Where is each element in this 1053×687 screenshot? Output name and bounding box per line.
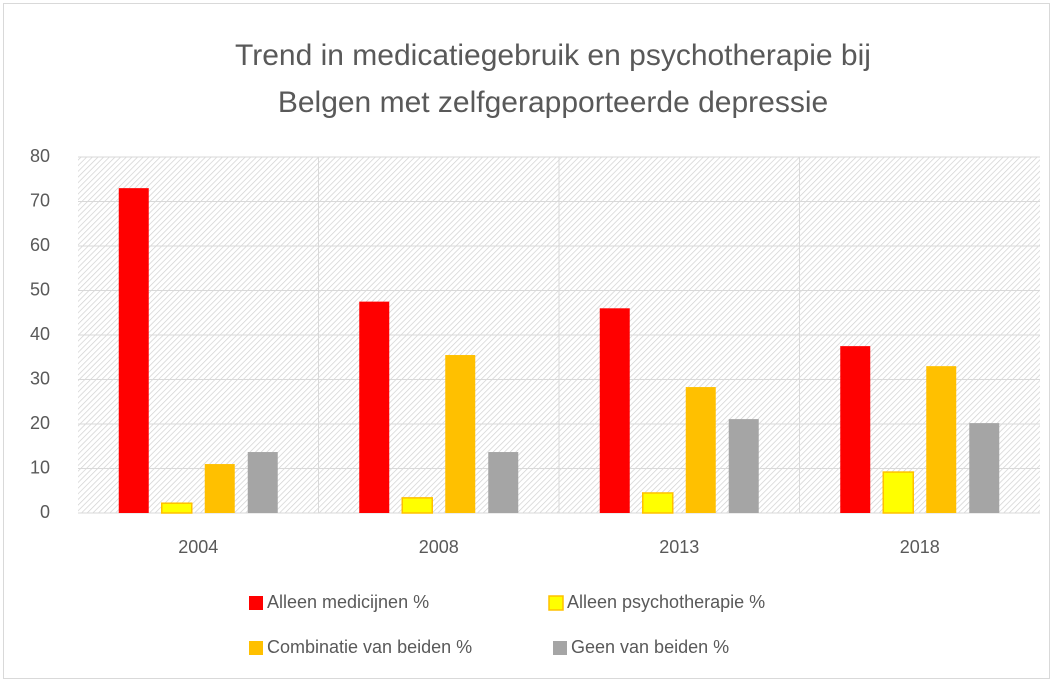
y-tick-label: 70 <box>30 190 50 210</box>
bar <box>642 492 674 514</box>
bar <box>445 355 476 513</box>
y-tick-label: 50 <box>30 279 50 299</box>
legend-label: Alleen medicijnen % <box>267 592 429 612</box>
bar <box>401 497 433 514</box>
bar <box>882 471 914 514</box>
bar <box>204 464 235 513</box>
chart-title: Trend in medicatiegebruik en psychothera… <box>235 39 871 72</box>
y-tick-label: 10 <box>30 457 50 477</box>
bar <box>728 419 759 513</box>
bar <box>247 452 278 513</box>
x-tick-label: 2013 <box>659 537 699 557</box>
legend-swatch <box>249 596 263 610</box>
x-tick-label: 2008 <box>419 537 459 557</box>
bar <box>359 301 390 513</box>
bar <box>488 452 519 513</box>
bar <box>926 366 957 513</box>
bar <box>118 188 149 513</box>
x-tick-label: 2018 <box>900 537 940 557</box>
bar <box>685 387 716 513</box>
bar <box>969 423 1000 513</box>
y-tick-label: 80 <box>30 146 50 166</box>
legend-label: Alleen psychotherapie % <box>567 592 765 612</box>
x-tick-label: 2004 <box>178 537 218 557</box>
legend-label: Geen van beiden % <box>571 637 729 657</box>
y-tick-label: 40 <box>30 324 50 344</box>
bar <box>840 346 871 513</box>
legend-swatch <box>249 641 263 655</box>
y-tick-label: 60 <box>30 235 50 255</box>
bar <box>599 308 630 513</box>
chart-title: Belgen met zelfgerapporteerde depressie <box>278 86 828 119</box>
y-tick-label: 0 <box>40 502 50 522</box>
y-tick-label: 30 <box>30 368 50 388</box>
bar <box>161 502 193 514</box>
legend-label: Combinatie van beiden % <box>267 637 472 657</box>
y-tick-label: 20 <box>30 413 50 433</box>
legend-swatch <box>553 641 567 655</box>
legend-swatch <box>548 595 564 611</box>
